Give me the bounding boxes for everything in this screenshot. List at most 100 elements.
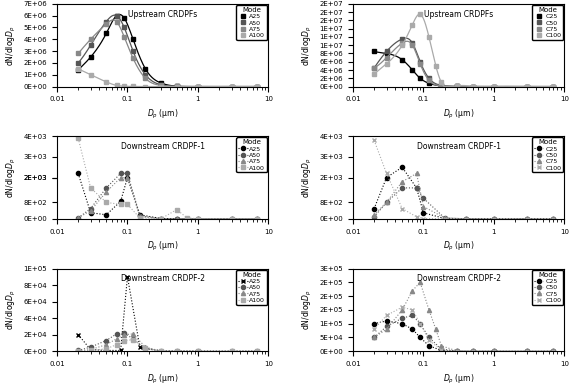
A25 — [254, 217, 261, 221]
A75 — [194, 349, 201, 354]
C100 — [399, 305, 406, 310]
A100 — [142, 84, 149, 89]
C75 — [383, 200, 390, 205]
C25 — [462, 217, 469, 221]
A75 — [124, 175, 131, 180]
C25 — [383, 175, 390, 180]
A50 — [142, 73, 149, 77]
C25 — [550, 217, 557, 221]
Y-axis label: dN/dlog$D_p$: dN/dlog$D_p$ — [301, 157, 314, 198]
C25 — [550, 349, 557, 354]
A50 — [142, 347, 149, 351]
A25 — [124, 274, 131, 279]
A75 — [121, 332, 128, 337]
A50 — [75, 348, 82, 353]
C50 — [370, 66, 377, 70]
C75 — [370, 66, 377, 70]
C75 — [550, 349, 557, 354]
A50 — [254, 84, 261, 89]
C50 — [550, 217, 557, 221]
A100 — [254, 349, 261, 354]
A50 — [87, 345, 94, 349]
A50 — [254, 217, 261, 221]
C25 — [441, 216, 448, 221]
A75 — [194, 217, 201, 221]
C75 — [454, 349, 461, 353]
C100 — [490, 84, 497, 89]
C100 — [370, 72, 377, 76]
A25 — [142, 66, 149, 71]
C50 — [409, 41, 416, 46]
C50 — [469, 349, 476, 354]
A100 — [117, 202, 124, 207]
A100 — [121, 338, 128, 343]
A50 — [158, 83, 165, 87]
A100 — [158, 349, 165, 354]
C100 — [438, 347, 445, 352]
C25 — [469, 84, 476, 89]
A25 — [194, 349, 201, 354]
A50 — [124, 171, 131, 176]
A75 — [113, 337, 120, 341]
A100 — [136, 215, 143, 220]
A100 — [184, 215, 190, 220]
C100 — [462, 217, 469, 221]
Y-axis label: dN/dlog$D_p$: dN/dlog$D_p$ — [5, 25, 18, 66]
A100 — [103, 80, 109, 84]
C50 — [426, 76, 433, 81]
A25 — [158, 349, 165, 353]
C50 — [399, 316, 406, 320]
A75 — [254, 84, 261, 89]
A50 — [87, 206, 94, 211]
A25 — [103, 212, 109, 217]
C75 — [524, 217, 531, 221]
Line: C25: C25 — [372, 165, 556, 221]
A100 — [103, 347, 109, 351]
Text: Downstream CRDPF-1: Downstream CRDPF-1 — [417, 142, 500, 151]
A25 — [117, 348, 124, 353]
Line: A100: A100 — [76, 67, 259, 89]
C25 — [524, 349, 531, 354]
A100 — [228, 84, 235, 89]
A75 — [194, 84, 201, 89]
C50 — [524, 84, 531, 89]
Line: C100: C100 — [372, 305, 556, 353]
A25 — [117, 199, 124, 204]
A100 — [113, 342, 120, 347]
A50 — [121, 331, 128, 335]
A75 — [173, 217, 180, 221]
A25 — [75, 332, 82, 337]
A100 — [87, 186, 94, 190]
Y-axis label: dN/dlog$D_p$: dN/dlog$D_p$ — [5, 157, 18, 198]
A25 — [136, 345, 143, 349]
A50 — [173, 349, 180, 354]
Y-axis label: dN/dlog$D_p$: dN/dlog$D_p$ — [5, 290, 18, 330]
C100 — [490, 217, 497, 221]
C75 — [469, 84, 476, 89]
A75 — [129, 332, 136, 336]
C75 — [413, 171, 420, 176]
C75 — [409, 288, 416, 293]
C50 — [441, 215, 448, 220]
X-axis label: $D_p$ (μm): $D_p$ (μm) — [147, 372, 178, 386]
A100 — [124, 202, 131, 207]
A75 — [129, 56, 136, 61]
C75 — [469, 349, 476, 354]
C75 — [370, 212, 377, 217]
C100 — [524, 84, 531, 89]
A50 — [158, 349, 165, 354]
A75 — [142, 345, 149, 349]
Line: C50: C50 — [372, 186, 556, 221]
C75 — [550, 217, 557, 221]
C50 — [462, 217, 469, 221]
A100 — [75, 136, 82, 141]
C75 — [490, 349, 497, 354]
C100 — [399, 206, 406, 211]
Line: C75: C75 — [372, 280, 556, 353]
Text: Downstream CRDPF-1: Downstream CRDPF-1 — [121, 142, 205, 151]
C50 — [370, 335, 377, 340]
C50 — [383, 49, 390, 54]
C100 — [420, 216, 427, 221]
C75 — [417, 280, 424, 284]
A75 — [87, 347, 94, 352]
